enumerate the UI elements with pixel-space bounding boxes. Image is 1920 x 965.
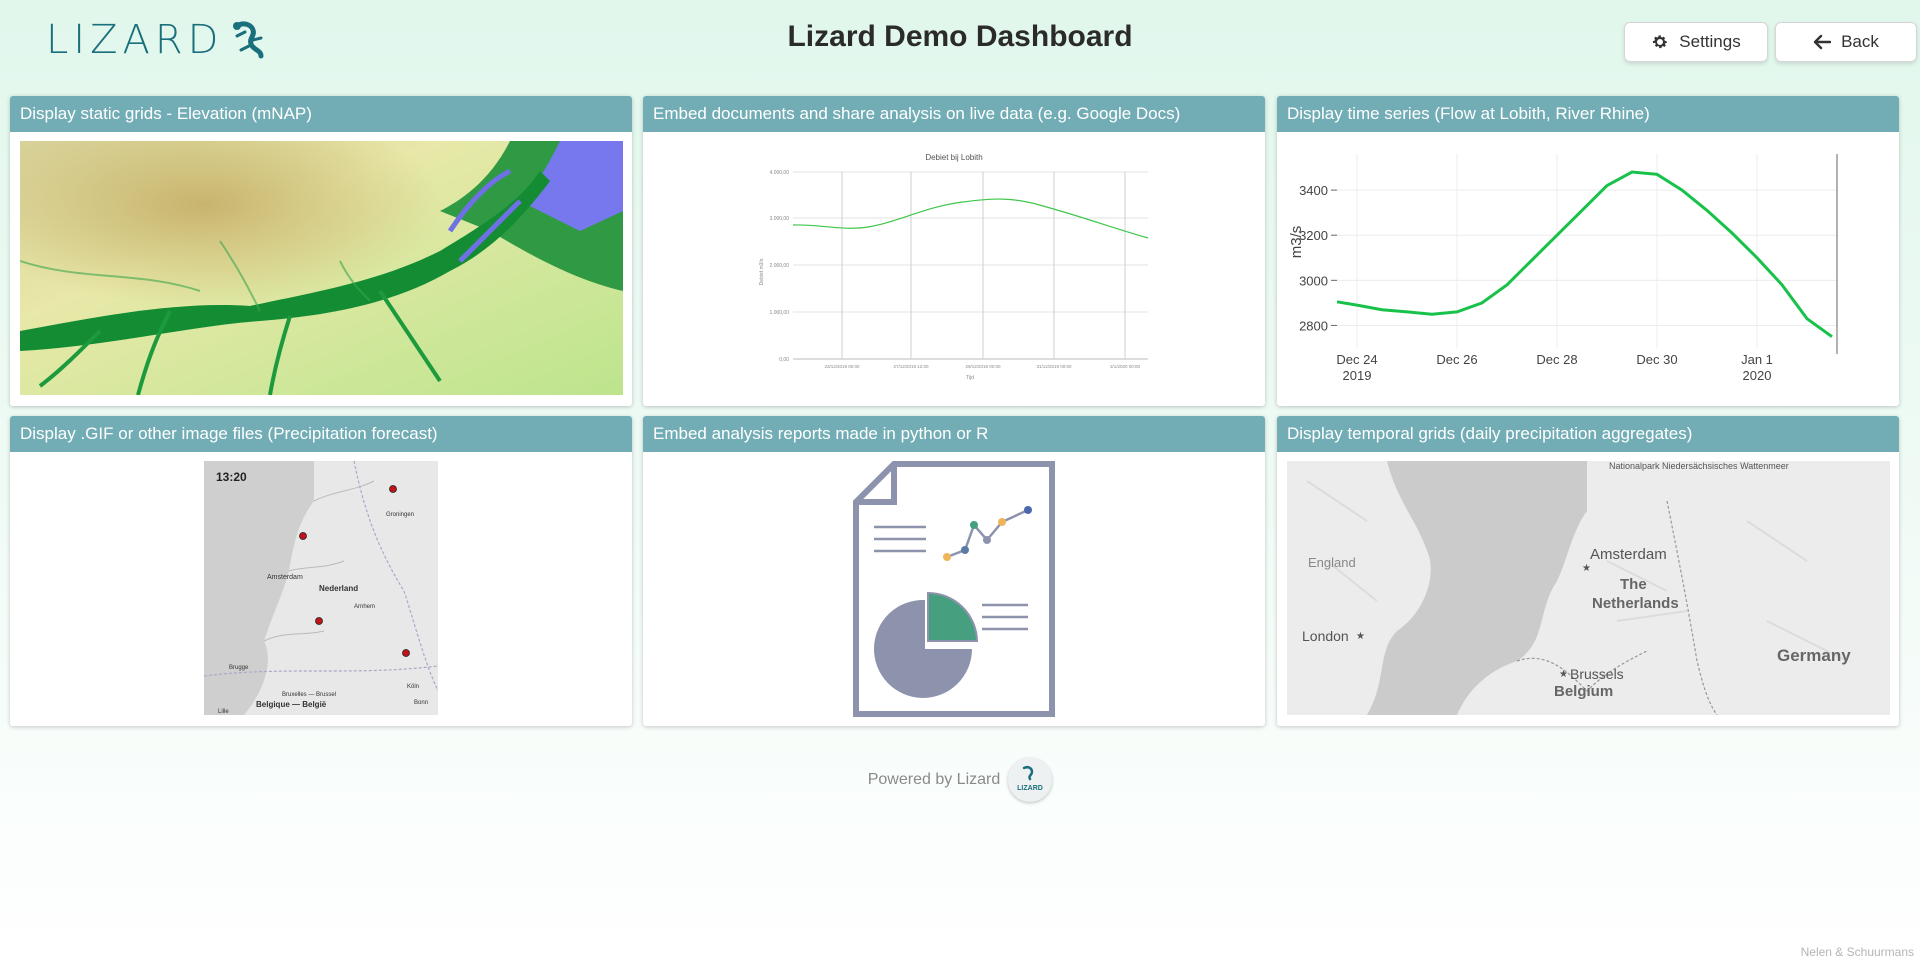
tile-gif-image[interactable]: Display .GIF or other image files (Preci… [10,416,632,726]
map-label: Netherlands [1592,595,1679,612]
x-tick-label: Dec 26 [1436,352,1477,367]
arrow-left-icon [1813,34,1832,50]
doc-chart-title: Debiet bij Lobith [925,153,982,162]
credits: Nelen & Schuurmans [1800,945,1914,959]
doc-y-tick: 4.000,00 [770,170,790,176]
tile-title: Display static grids - Elevation (mNAP) [10,96,632,132]
doc-y-axis: 4.000,00 3.000,00 2.000,00 1.000,00 0,00… [759,170,1148,363]
powered-by-text: Powered by Lizard [867,771,1001,788]
map-label: Belgique — België [256,700,327,709]
lizard-badge-icon: LIZARD [1017,765,1043,792]
lizard-icon [233,21,264,59]
x-tick-label: Dec 30 [1636,352,1677,367]
map-label: Arnhem [354,604,375,610]
tile-title: Embed analysis reports made in python or… [643,416,1265,452]
temporal-grid-map[interactable]: Nationalpark Niedersächsisches Wattenmee… [1287,461,1890,715]
tile-body: Nationalpark Niedersächsisches Wattenmee… [1277,452,1899,726]
doc-y-tick: 3.000,00 [770,216,790,222]
tile-body: 13:20 Groningen Amsterdam Nederland Arnh… [10,452,632,726]
map-label: Bonn [414,700,428,706]
map-label: Amsterdam [267,574,303,581]
doc-x-tick: 2/1/2020 00:00 [1110,364,1141,369]
x-tick-label-year: 2020 [1743,368,1772,383]
x-tick-label-year: 2019 [1343,368,1372,383]
doc-x-tick: 23/12/2019 00:00 [824,364,860,369]
x-tick-label: Dec 24 [1336,352,1377,367]
doc-x-tick: 31/12/2019 00:00 [1036,364,1072,369]
tile-static-grid[interactable]: Display static grids - Elevation (mNAP) [10,96,632,406]
tile-body: 2800 3000 3200 3400 Dec 24 2019 Dec 26 Dec 28 D… [1277,132,1899,406]
precipitation-gif[interactable]: 13:20 Groningen Amsterdam Nederland Arnh… [204,461,438,715]
map-label: Nationalpark Niedersächsisches Wattenmee… [1609,461,1789,471]
doc-x-label: Tijd [966,375,974,381]
series-line [1336,170,1833,338]
back-label: Back [1841,32,1879,51]
report-document-icon[interactable] [852,460,1056,718]
x-tick-label: Jan 1 [1741,352,1773,367]
doc-y-label: Debiet m3/s [759,258,765,285]
tile-body [10,132,632,406]
svg-text:★: ★ [1356,631,1365,642]
y-tick-label: 3000 [1299,273,1328,288]
doc-x-tick: 27/12/2019 12:00 [893,364,929,369]
tile-title: Display .GIF or other image files (Preci… [10,416,632,452]
map-label: Köln [407,684,419,690]
map-label: England [1308,555,1356,570]
elevation-map[interactable] [20,141,623,395]
footer: Powered by Lizard LIZARD [0,758,1920,802]
logo-text: LIZARD [46,17,224,63]
settings-label: Settings [1679,32,1741,51]
doc-y-tick: 0,00 [779,357,789,363]
doc-y-tick: 1.000,00 [770,310,790,316]
gif-time: 13:20 [216,470,247,484]
y-tick-label: 3400 [1299,183,1328,198]
x-tick-label: Dec 28 [1536,352,1577,367]
map-label: Belgium [1554,683,1613,700]
tile-title: Display time series (Flow at Lobith, Riv… [1277,96,1899,132]
lizard-logo[interactable]: LIZARD [46,17,265,63]
map-label: Groningen [386,512,414,518]
tile-body: Debiet bij Lobith 4.000,00 3.000,00 2.00… [643,132,1265,406]
tile-temporal-grid[interactable]: Display temporal grids (daily precipitat… [1277,416,1899,726]
y-tick-label: 2800 [1299,318,1328,333]
lizard-badge[interactable]: LIZARD [1008,758,1053,802]
tile-time-series[interactable]: Display time series (Flow at Lobith, Riv… [1277,96,1899,406]
settings-button[interactable]: Settings [1624,22,1768,62]
tile-title: Embed documents and share analysis on li… [643,96,1265,132]
gear-icon [1653,35,1668,49]
document-chart[interactable]: Debiet bij Lobith 4.000,00 3.000,00 2.00… [643,132,1265,406]
map-label: Bruxelles — Brussel [282,692,336,698]
chart-grid [1337,154,1837,348]
badge-text: LIZARD [1017,785,1043,792]
header: LIZARD Lizard Demo Dashboard Settings Ba… [0,0,1920,90]
map-label: Nederland [319,584,358,593]
back-button[interactable]: Back [1775,22,1917,62]
map-label: Brugge [229,665,249,671]
y-tick-label: 3200 [1299,228,1328,243]
tile-embed-document[interactable]: Embed documents and share analysis on li… [643,96,1265,406]
map-label: Brussels [1570,666,1624,682]
tile-body [643,452,1265,726]
map-label: Amsterdam [1590,546,1667,563]
svg-text:★: ★ [1582,563,1591,574]
y-axis: 2800 3000 3200 3400 [1299,183,1337,333]
map-label: Lille [218,709,229,715]
doc-series-line [792,198,1149,239]
tile-title: Display temporal grids (daily precipitat… [1277,416,1899,452]
doc-x-tick: 29/12/2019 00:00 [965,364,1001,369]
map-label: The [1620,576,1647,593]
doc-x-axis: 23/12/2019 00:00 27/12/2019 12:00 29/12/… [824,172,1141,381]
map-label: London [1302,628,1349,644]
svg-text:★: ★ [1559,669,1568,680]
page-title: Lizard Demo Dashboard [787,20,1133,53]
map-label: Germany [1777,646,1851,665]
y-axis-label: m3/s [1288,226,1305,259]
doc-y-tick: 2.000,00 [770,263,790,269]
tile-analysis-report[interactable]: Embed analysis reports made in python or… [643,416,1265,726]
